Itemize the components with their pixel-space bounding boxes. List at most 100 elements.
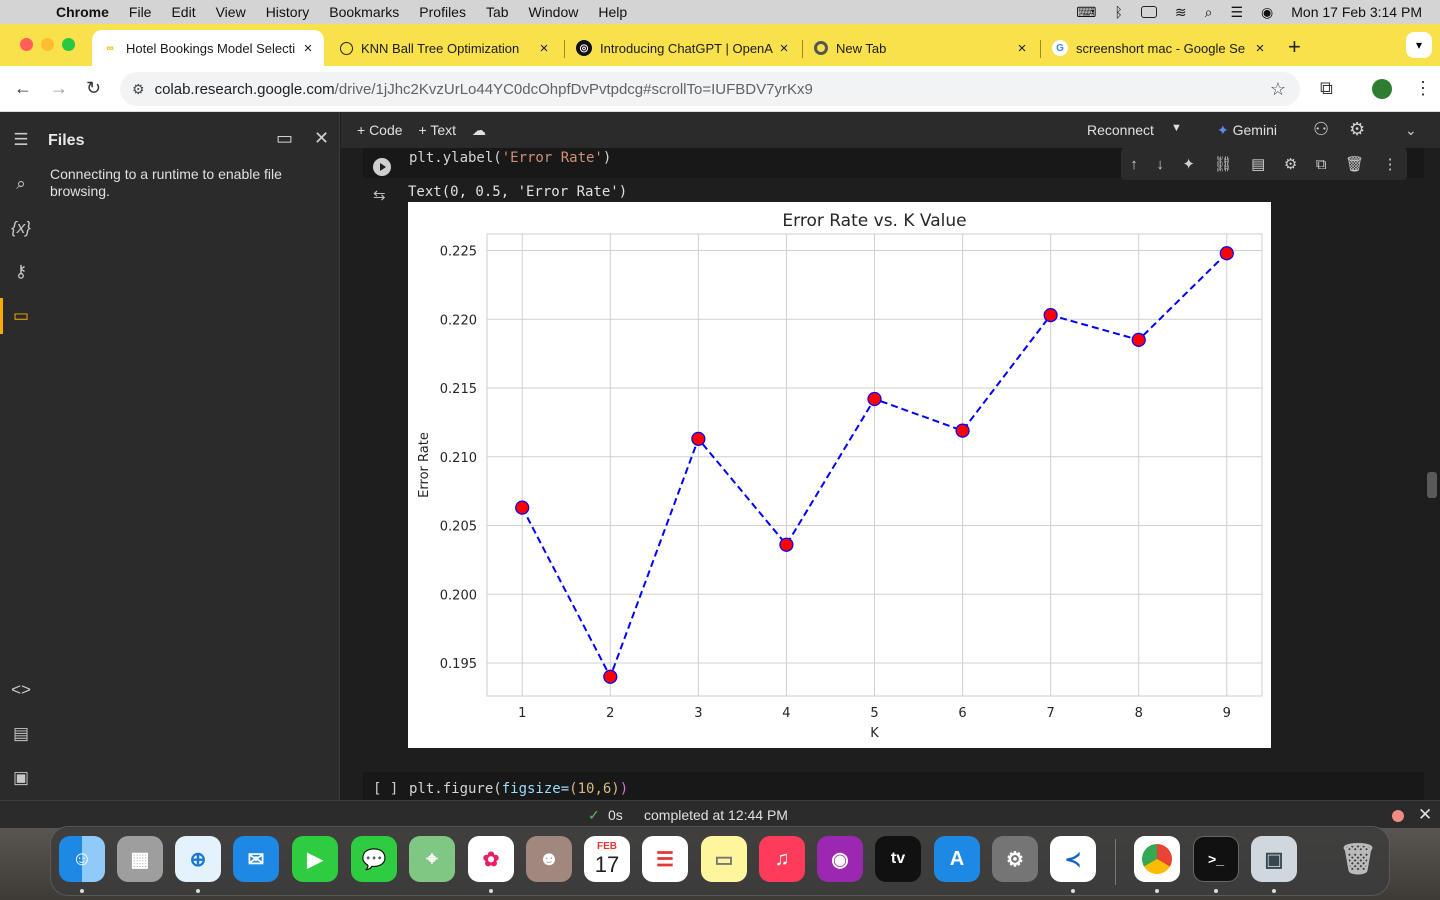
menu-profiles[interactable]: Profiles: [419, 4, 466, 20]
spotlight-search-icon[interactable]: ⌕: [1204, 3, 1213, 20]
settings-icon[interactable]: ⚙: [992, 836, 1038, 882]
launchpad-icon[interactable]: ▦: [117, 836, 163, 882]
cell-run-indicator[interactable]: [ ]: [373, 781, 399, 797]
variables-icon[interactable]: {x}: [11, 218, 31, 237]
new-tab-button[interactable]: +: [1288, 34, 1301, 59]
close-tab-icon[interactable]: ×: [303, 39, 313, 57]
bookmark-star-icon[interactable]: ☆: [1269, 78, 1286, 99]
appstore-icon[interactable]: A: [934, 836, 980, 882]
runtime-dropdown-icon[interactable]: ▼: [1171, 122, 1182, 134]
more-options-icon[interactable]: ⋮: [1382, 156, 1398, 173]
code-end: ): [602, 150, 612, 166]
table-of-contents-icon[interactable]: ☰: [13, 130, 29, 149]
menu-view[interactable]: View: [215, 4, 246, 20]
secrets-key-icon[interactable]: ⚷: [14, 262, 28, 281]
podcasts-icon[interactable]: ◉: [817, 836, 863, 882]
photos-icon[interactable]: ✿: [468, 836, 514, 882]
zoom-window-button[interactable]: [62, 38, 75, 51]
wifi-icon[interactable]: ≋: [1174, 3, 1187, 20]
finder-icon[interactable]: ☺: [59, 836, 105, 882]
delete-icon[interactable]: 🗑: [1345, 156, 1365, 173]
menu-bookmarks[interactable]: Bookmarks: [329, 4, 400, 20]
move-down-icon[interactable]: ↓: [1156, 155, 1164, 173]
tab-google-search[interactable]: G screenshort mac - Google Se ×: [1042, 30, 1276, 66]
calendar-icon[interactable]: FEB 17: [584, 836, 630, 882]
close-tab-icon[interactable]: ×: [539, 39, 549, 57]
cell-settings-icon[interactable]: ⚙: [1283, 156, 1298, 173]
calendar-month: FEB: [597, 840, 617, 852]
mirror-cell-icon[interactable]: ⧉: [1315, 155, 1327, 173]
close-panel-icon[interactable]: ✕: [314, 128, 330, 148]
chrome-icon[interactable]: [1134, 836, 1180, 882]
menu-tab[interactable]: Tab: [485, 4, 509, 20]
drive-cloud-icon[interactable]: ☁: [472, 121, 487, 138]
vscode-icon[interactable]: ≺: [1050, 836, 1096, 882]
menubar-clock[interactable]: Mon 17 Feb 3:14 PM: [1291, 4, 1422, 20]
safari-icon[interactable]: ⊕: [175, 836, 221, 882]
address-bar[interactable]: ⚙ colab.research.google.com/drive/1jJhc2…: [120, 72, 1300, 106]
site-settings-icon[interactable]: ⚙: [132, 80, 145, 97]
menu-history[interactable]: History: [265, 4, 310, 20]
menu-window[interactable]: Window: [528, 4, 579, 20]
siri-icon[interactable]: ◉: [1261, 3, 1274, 20]
menu-edit[interactable]: Edit: [171, 4, 196, 20]
back-icon[interactable]: ←: [14, 78, 32, 98]
reconnect-button[interactable]: Reconnect: [1087, 122, 1154, 138]
preview-icon[interactable]: ▣: [1251, 836, 1297, 882]
close-tab-icon[interactable]: ×: [779, 39, 789, 57]
collapse-header-icon[interactable]: ⌄: [1405, 122, 1417, 138]
code-snippets-icon[interactable]: <>: [11, 680, 31, 699]
comment-icon[interactable]: ▤: [1251, 156, 1266, 173]
add-code-button[interactable]: + Code: [357, 122, 403, 138]
reminders-icon[interactable]: ☰: [642, 836, 688, 882]
tab-new-tab[interactable]: New Tab ×: [804, 30, 1038, 66]
control-center-icon[interactable]: ☰: [1230, 3, 1244, 20]
share-people-icon[interactable]: ⚇: [1313, 119, 1330, 139]
scrollbar-thumb[interactable]: [1427, 472, 1437, 498]
messages-icon[interactable]: 💬: [351, 836, 397, 882]
link-icon[interactable]: ⛓: [1213, 156, 1233, 173]
keyboard-icon[interactable]: ⌨: [1076, 3, 1097, 20]
search-icon[interactable]: ⌕: [16, 174, 26, 193]
battery-icon[interactable]: [1140, 6, 1157, 18]
tab-hotel-bookings[interactable]: ∞ Hotel Bookings Model Selecti ×: [92, 30, 324, 66]
forward-icon[interactable]: →: [50, 78, 68, 98]
trash-icon[interactable]: 🗑: [1338, 842, 1378, 876]
profile-avatar[interactable]: [1372, 79, 1392, 99]
tab-introducing-chatgpt[interactable]: ◎ Introducing ChatGPT | OpenA ×: [566, 30, 800, 66]
tab-search-button[interactable]: ▾: [1406, 32, 1432, 58]
tab-knn-ball-tree[interactable]: KNN Ball Tree Optimization ×: [330, 30, 560, 66]
menu-help[interactable]: Help: [598, 4, 628, 20]
command-palette-icon[interactable]: ▤: [12, 724, 30, 743]
terminal-icon[interactable]: >_: [1193, 836, 1239, 882]
close-status-icon[interactable]: ✕: [1418, 805, 1433, 824]
move-up-icon[interactable]: ↑: [1130, 155, 1138, 173]
close-tab-icon[interactable]: ×: [1017, 39, 1027, 57]
code-cell-figure[interactable]: [ ] plt.figure(figsize=(10,6)): [363, 772, 1424, 800]
folder-icon[interactable]: ▭: [12, 306, 30, 325]
chrome-menu-icon[interactable]: ⋮: [1414, 78, 1432, 98]
bluetooth-icon[interactable]: ᛒ: [1114, 4, 1123, 20]
gemini-button[interactable]: ✦ Gemini: [1217, 122, 1277, 139]
notes-icon[interactable]: ▭: [701, 836, 747, 882]
menu-file[interactable]: File: [128, 4, 152, 20]
open-in-tab-icon[interactable]: ▭: [276, 128, 294, 148]
menu-app-name[interactable]: Chrome: [56, 4, 109, 20]
run-cell-button[interactable]: [373, 158, 391, 176]
gemini-cell-icon[interactable]: ✦: [1182, 156, 1195, 173]
music-icon[interactable]: ♫: [759, 836, 805, 882]
reload-icon[interactable]: ↻: [86, 78, 102, 98]
add-text-button[interactable]: + Text: [418, 122, 457, 138]
maps-icon[interactable]: ⌖: [409, 836, 455, 882]
mail-icon[interactable]: ✉: [233, 836, 279, 882]
contacts-icon[interactable]: ☻: [526, 836, 572, 882]
close-window-button[interactable]: [20, 38, 33, 51]
extensions-icon[interactable]: ⧉: [1320, 78, 1333, 98]
terminal-icon[interactable]: ▣: [12, 768, 30, 787]
settings-gear-icon[interactable]: ⚙: [1349, 119, 1366, 139]
tv-icon[interactable]: tv: [875, 836, 921, 882]
minimize-window-button[interactable]: [41, 38, 54, 51]
close-tab-icon[interactable]: ×: [1255, 39, 1265, 57]
facetime-icon[interactable]: ▶: [292, 836, 338, 882]
output-actions-icon[interactable]: ⇆: [373, 187, 386, 204]
